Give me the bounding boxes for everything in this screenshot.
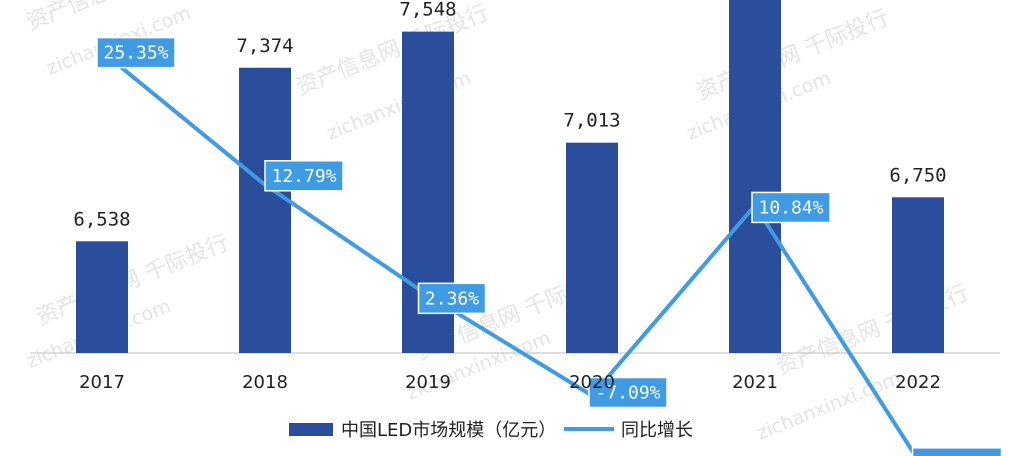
bar-2021 [729, 0, 781, 353]
x-tick-label: 2020 [569, 372, 615, 393]
x-tick-label: 2017 [79, 372, 125, 393]
bar-2018 [239, 67, 291, 353]
bar-2020 [566, 142, 618, 353]
growth-value-label: -7.09% [595, 383, 660, 404]
bar-value-label: 7,548 [399, 0, 456, 21]
growth-value-label: 12.79% [271, 166, 336, 187]
growth-value-label: 10.84% [758, 197, 823, 218]
growth-line-layer: 25.35% 12.79% 2.36% -7.09% 10.84% -13.16% [96, 36, 1003, 456]
legend-bar-label: 中国LED市场规模（亿元） [341, 420, 556, 441]
growth-label-box [264, 160, 344, 192]
growth-value-label: 25.35% [103, 43, 168, 64]
bar-value-label: 6,538 [73, 208, 130, 230]
growth-label-box [96, 36, 176, 69]
growth-value-label: 2.36% [425, 288, 479, 309]
growth-line [100, 50, 918, 456]
growth-label-box [588, 376, 668, 409]
growth-label-box [911, 447, 1003, 456]
bar-value-label: 7,013 [563, 110, 620, 132]
bar-2017 [76, 241, 128, 353]
x-tick-label: 2021 [732, 372, 778, 393]
growth-label-box [751, 191, 831, 224]
bar-2022 [892, 197, 944, 353]
bar-value-label: 6,750 [889, 164, 946, 186]
x-tick-label: 2022 [895, 372, 941, 393]
bar-value-label: 7,374 [236, 35, 293, 57]
legend-line-label: 同比增长 [621, 420, 693, 441]
x-tick-label: 2018 [242, 372, 288, 393]
growth-label-box [417, 282, 487, 315]
x-tick-label: 2019 [405, 372, 451, 393]
growth-value-label: -13.16% [919, 453, 995, 456]
legend-bar-swatch [289, 423, 333, 436]
x-axis-tick-labels: 2017 2018 2019 2020 2021 2022 [79, 372, 941, 393]
legend: 中国LED市场规模（亿元） 同比增长 [289, 420, 693, 441]
